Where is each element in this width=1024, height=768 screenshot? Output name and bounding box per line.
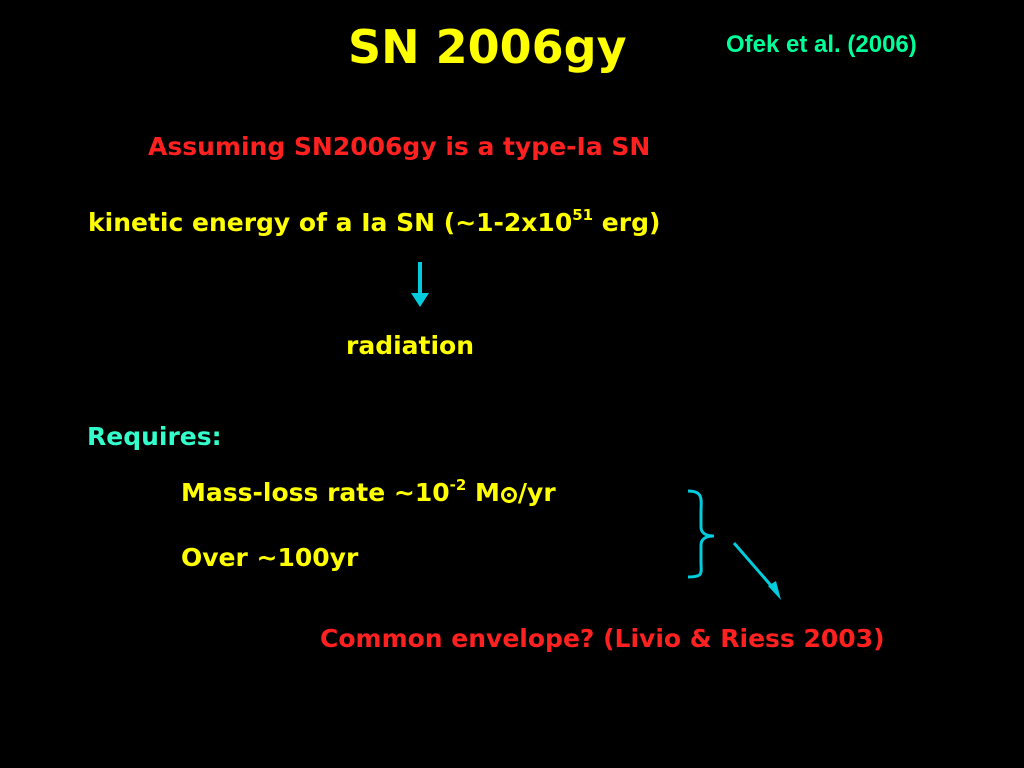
mass-loss-suffix: /yr: [517, 478, 556, 507]
mass-loss-text: Mass-loss rate ~10-2 M/yr: [181, 478, 556, 507]
kinetic-energy-exponent: 51: [572, 206, 594, 224]
kinetic-energy-suffix: erg): [593, 208, 661, 237]
diagonal-arrow-icon: [732, 542, 781, 600]
slide-title: SN 2006gy: [348, 20, 627, 74]
radiation-text: radiation: [346, 331, 475, 360]
mass-loss-prefix: Mass-loss rate ~10: [181, 478, 450, 507]
down-arrow-icon: [411, 262, 429, 307]
conclusion-text: Common envelope? (Livio & Riess 2003): [320, 624, 885, 653]
kinetic-energy-prefix: kinetic energy of a Ia SN (~1-2x10: [88, 208, 573, 237]
kinetic-energy-text: kinetic energy of a Ia SN (~1-2x1051 erg…: [88, 208, 661, 237]
reference-citation: Ofek et al. (2006): [726, 31, 917, 58]
assumption-text: Assuming SN2006gy is a type-Ia SN: [148, 132, 651, 161]
mass-loss-exponent: -2: [449, 476, 467, 494]
curly-brace-icon: [687, 489, 715, 579]
requires-label: Requires:: [87, 422, 222, 451]
mass-loss-mid: M: [466, 478, 500, 507]
duration-text: Over ~100yr: [181, 543, 359, 572]
sun-symbol-icon: [500, 487, 517, 503]
